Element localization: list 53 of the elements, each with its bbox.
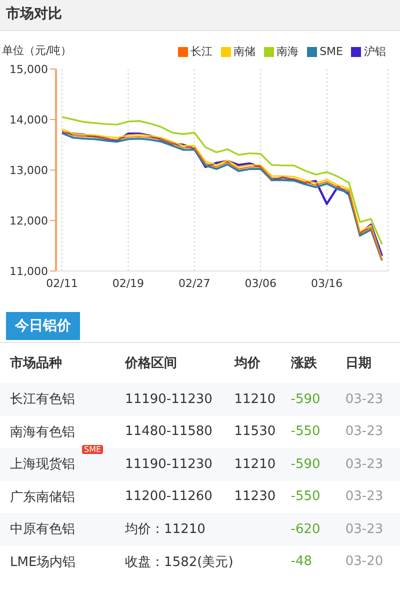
category-label: 日期 (345, 355, 372, 372)
text: SME (84, 445, 102, 454)
text: 11210 (234, 392, 276, 407)
text: -550 (290, 424, 320, 440)
text: 03-23 (345, 522, 384, 537)
text: -620 (290, 522, 320, 537)
text: 今日铝价 (6, 312, 80, 340)
x-tick-label: 02/27 (178, 276, 210, 290)
y-axis-title: 单位（元/吨） (2, 43, 72, 58)
text: 11190-11230 (125, 456, 212, 472)
category-label: 涨跌 (290, 355, 318, 372)
text: 03-23 (345, 456, 384, 472)
category-label: 广东南储铝 (10, 490, 75, 505)
legend-label: 沪铝 (363, 44, 386, 59)
text: 收盘：1582(美元) (125, 554, 234, 570)
x-tick-label: 03/06 (244, 276, 276, 290)
y-tick-label: 11,000 (10, 264, 48, 278)
line-series (61, 116, 383, 246)
category-label: 南海有色铝 (10, 424, 75, 440)
x-tick-label: 02/19 (112, 276, 144, 290)
text: 均价：11210 (125, 522, 206, 538)
y-tick-label: 14,000 (10, 113, 48, 126)
category-label: 上海现货铝 (10, 457, 75, 472)
category-label: 中原有色铝 (10, 522, 75, 538)
x-tick-label: 03/16 (310, 276, 343, 290)
text: -550 (290, 489, 320, 504)
legend-label: SME (318, 44, 343, 59)
text: 11230 (234, 489, 276, 504)
legend-label: 长江 (190, 44, 213, 59)
text: 03-23 (345, 489, 384, 504)
text: -590 (290, 456, 320, 472)
text: 03-23 (345, 392, 384, 407)
y-tick-label: 13,000 (10, 164, 48, 177)
text: 11200-11260 (125, 489, 212, 504)
category-label: 市场品种 (10, 354, 63, 372)
legend-label: 南储 (232, 44, 256, 59)
text: 11480-11580 (125, 424, 212, 440)
x-tick-label: 02/11 (46, 276, 78, 290)
y-tick-label: 12,000 (10, 214, 48, 228)
category-label: 均价 (234, 355, 262, 372)
category-label: 价格区间 (125, 355, 178, 372)
text: 03-20 (345, 554, 384, 570)
category-label: 长江有色铝 (10, 392, 75, 408)
y-tick-label: 15,000 (10, 62, 48, 76)
chart-title: 市场对比 (0, 0, 400, 31)
legend-label: 南海 (276, 44, 299, 59)
text: 11210 (234, 456, 276, 472)
text: -590 (290, 392, 320, 407)
text: 11190-11230 (125, 392, 212, 407)
text: -48 (290, 554, 312, 570)
text: 03-23 (345, 424, 384, 440)
category-label: LME场内铝 (10, 554, 76, 570)
text: 11530 (234, 424, 276, 440)
